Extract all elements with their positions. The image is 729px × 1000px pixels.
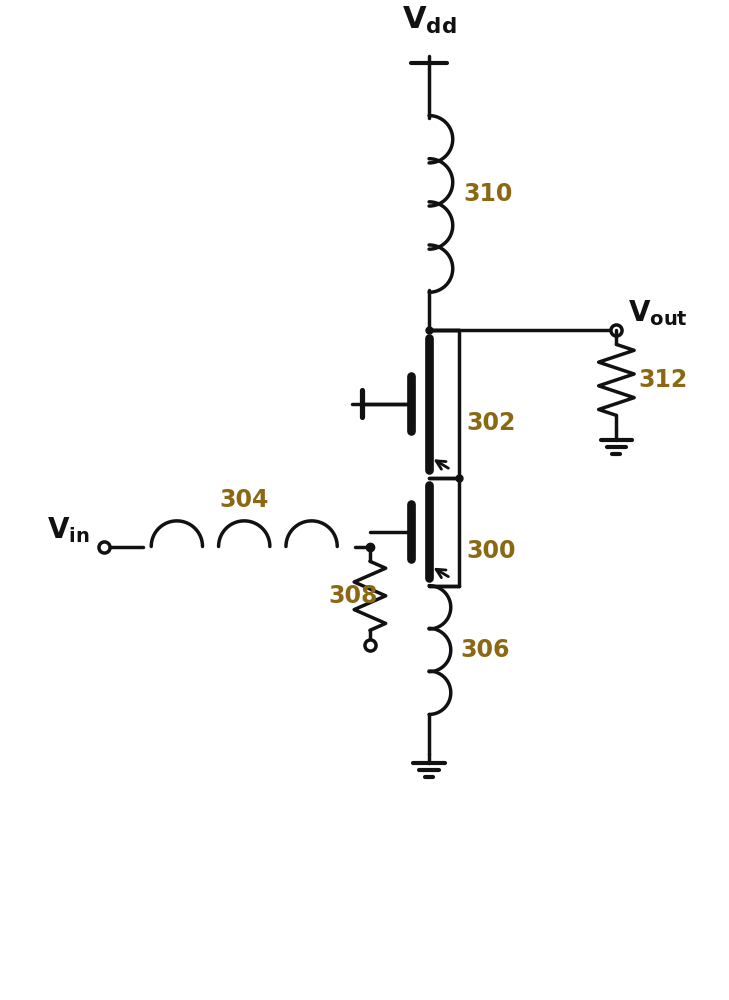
Text: $\mathbf{V_{in}}$: $\mathbf{V_{in}}$ <box>47 515 90 545</box>
Text: 312: 312 <box>638 368 687 392</box>
Text: 308: 308 <box>329 584 378 608</box>
Text: 310: 310 <box>464 182 513 206</box>
Text: $\mathbf{V_{dd}}$: $\mathbf{V_{dd}}$ <box>402 5 456 36</box>
Text: 304: 304 <box>219 488 269 512</box>
Text: $\mathbf{V_{out}}$: $\mathbf{V_{out}}$ <box>628 298 688 328</box>
Text: 306: 306 <box>461 638 510 662</box>
Text: 302: 302 <box>467 411 516 435</box>
Text: 300: 300 <box>467 539 516 563</box>
